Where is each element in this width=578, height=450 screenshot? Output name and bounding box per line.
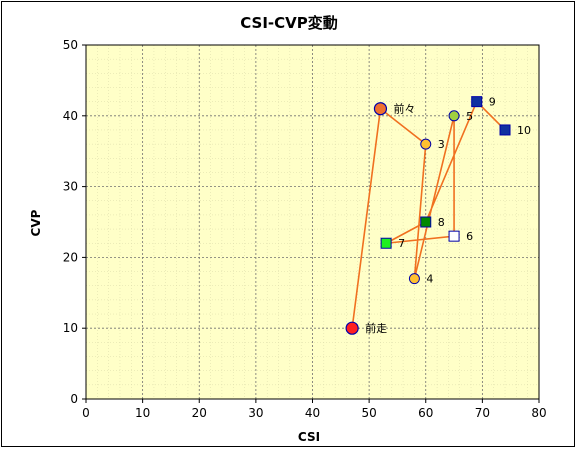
data-point: [471, 96, 483, 108]
data-point-label: 7: [398, 237, 405, 250]
data-point: [448, 230, 460, 242]
x-tick-label: 30: [248, 406, 263, 420]
x-tick-label: 40: [305, 406, 320, 420]
data-point: [420, 138, 432, 150]
y-tick-label: 30: [63, 180, 78, 194]
data-point: [408, 273, 420, 285]
y-axis-label: CVP: [29, 209, 43, 236]
data-point: [373, 102, 388, 116]
data-point: [345, 321, 359, 335]
data-point-label: 3: [438, 138, 445, 151]
data-point-label: 前々: [393, 102, 415, 116]
x-tick-label: 20: [192, 406, 207, 420]
data-point-label: 5: [466, 110, 473, 123]
x-tick-label: 10: [135, 406, 150, 420]
data-point: [448, 110, 460, 122]
y-tick-label: 0: [70, 392, 78, 406]
x-tick-label: 50: [361, 406, 376, 420]
plot-area: 0 10 20 30 40 50 60 70 80 0 10 20 30 40 50 前走 前々 3 4 5 6 7 8 9 1…: [63, 38, 547, 420]
y-tick-label: 50: [63, 38, 78, 52]
chart-title: CSI-CVP変動: [240, 14, 338, 32]
data-point: [380, 237, 392, 249]
data-point-label: 8: [438, 216, 445, 229]
y-tick-label: 10: [63, 321, 78, 335]
data-point-label: 10: [517, 124, 531, 137]
data-point-label: 6: [466, 230, 473, 243]
x-axis-label: CSI: [298, 430, 320, 444]
data-point: [499, 124, 511, 136]
series-line: [351, 100, 506, 329]
x-tick-label: 70: [475, 406, 490, 420]
data-point-label: 9: [489, 96, 496, 109]
x-tick-label: 0: [82, 406, 90, 420]
x-tick-label: 60: [418, 406, 433, 420]
data-point-label: 4: [426, 273, 433, 286]
data-point-label: 前走: [365, 321, 387, 335]
y-tick-label: 40: [63, 109, 78, 123]
data-point: [420, 216, 432, 228]
y-tick-label: 20: [63, 250, 78, 264]
x-tick-label: 80: [531, 406, 546, 420]
